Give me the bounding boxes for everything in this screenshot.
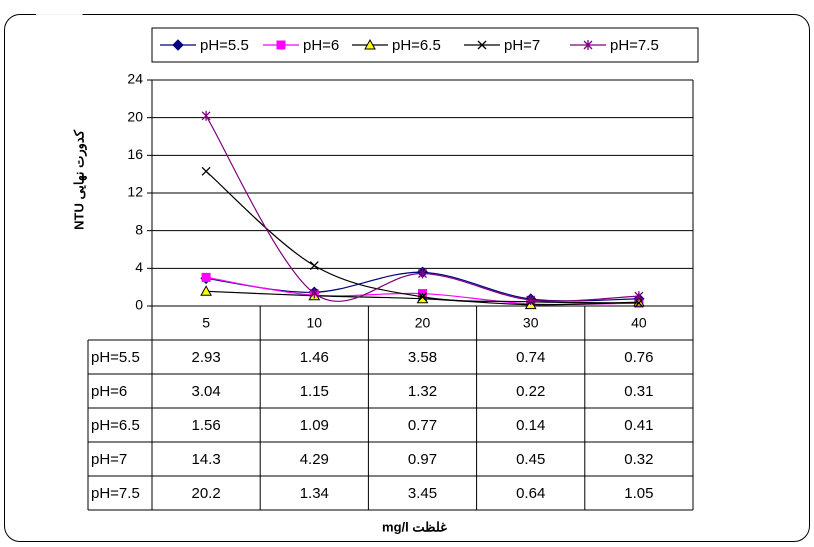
y-tick-label-0: 0 [135, 297, 143, 313]
legend-marker-pH=5.5 [172, 39, 184, 51]
table-row-name-pH=7: pH=7 [91, 451, 127, 468]
table-cell-pH=7.5-20: 3.45 [408, 485, 437, 502]
table-cell-pH=5.5-20: 3.58 [408, 349, 437, 366]
legend-label-pH=7: pH=7 [504, 37, 540, 54]
y-tick-label-24: 24 [127, 71, 143, 87]
y-tick-label-16: 16 [127, 146, 143, 162]
table-cell-pH=6.5-40: 0.41 [624, 417, 653, 434]
point-pH=6.5-5-shape [200, 285, 212, 296]
table-cell-pH=5.5-40: 0.76 [624, 349, 653, 366]
table-cell-pH=6-20: 1.32 [408, 383, 437, 400]
legend-marker-pH=6 [276, 40, 286, 50]
point-pH=7-10 [309, 261, 319, 271]
table-row-name-pH=6.5: pH=6.5 [91, 417, 140, 434]
table-cell-pH=6.5-5: 1.56 [191, 417, 220, 434]
x-axis-title: غلظت mg/l [382, 519, 447, 534]
point-pH=7.5-30-shape [526, 294, 536, 305]
legend-marker-pH=7-shape [477, 40, 487, 50]
point-pH=7.5-40 [634, 291, 644, 302]
table-cell-pH=6-30: 0.22 [516, 383, 545, 400]
point-pH=7.5-5 [201, 110, 211, 121]
x-tick-label-20: 20 [415, 315, 431, 331]
point-pH=6-5-shape [201, 272, 211, 282]
table-cell-pH=6.5-30: 0.14 [516, 417, 545, 434]
table-cell-pH=7-5: 14.3 [191, 451, 220, 468]
table-row-name-pH=7.5: pH=7.5 [91, 485, 140, 502]
table-cell-pH=7-10: 4.29 [300, 451, 329, 468]
chart-frame [4, 14, 810, 542]
point-pH=7.5-10-shape [309, 288, 319, 299]
y-tick-label-12: 12 [127, 184, 143, 200]
legend-marker-pH=6.5-shape [364, 38, 376, 50]
point-pH=7.5-40-shape [634, 291, 644, 302]
table-row-name-pH=5.5: pH=5.5 [91, 349, 140, 366]
point-pH=6.5-20 [416, 292, 429, 304]
x-tick-label-30: 30 [523, 315, 539, 331]
point-pH=7.5-30 [526, 294, 536, 305]
y-tick-label-20: 20 [127, 108, 143, 124]
table-cell-pH=6.5-10: 1.09 [300, 417, 329, 434]
table-row-name-pH=6: pH=6 [91, 383, 127, 400]
table-cell-pH=5.5-10: 1.46 [300, 349, 329, 366]
x-tick-label-40: 40 [631, 315, 647, 331]
point-pH=6.5-40-shape [633, 296, 645, 307]
legend-marker-pH=5.5-shape [172, 39, 184, 51]
table-cell-pH=7-40: 0.32 [624, 451, 653, 468]
point-pH=7.5-20 [418, 268, 427, 279]
table-cell-pH=5.5-5: 2.93 [191, 349, 220, 366]
legend-label-pH=6.5: pH=6.5 [392, 37, 441, 54]
table-cell-pH=7-20: 0.97 [408, 451, 437, 468]
legend-box [151, 27, 699, 63]
point-pH=6-5 [201, 272, 211, 282]
point-pH=7-40 [634, 298, 644, 308]
point-pH=6.5-20-shape [416, 292, 429, 304]
point-pH=7-10-shape [309, 261, 319, 271]
y-axis-title: کدورت نهایی NTU [71, 129, 87, 230]
legend-marker-pH=7 [477, 40, 487, 50]
x-tick-label-5: 5 [202, 315, 210, 331]
legend-marker-pH=7.5 [583, 40, 593, 50]
legend-marker-pH=6.5 [364, 38, 376, 50]
point-pH=7-20-shape [418, 292, 427, 302]
point-pH=7-20 [418, 292, 427, 302]
table-cell-pH=7.5-40: 1.05 [624, 485, 653, 502]
series-line-pH=7.5 [205, 115, 639, 302]
legend-label-pH=6: pH=6 [303, 37, 339, 54]
table-cell-pH=7.5-10: 1.34 [300, 485, 329, 502]
point-pH=7.5-20-shape [418, 268, 427, 279]
y-tick-label-8: 8 [135, 221, 143, 237]
table-cell-pH=7.5-30: 0.64 [516, 485, 545, 502]
point-pH=7.5-10 [309, 288, 319, 299]
point-pH=7-5-shape [201, 166, 211, 176]
point-pH=6.5-40 [633, 296, 645, 307]
y-tick-label-4: 4 [135, 259, 143, 275]
legend-label-pH=5.5: pH=5.5 [200, 37, 249, 54]
point-pH=6.5-5 [200, 285, 212, 296]
table-cell-pH=6-10: 1.15 [300, 383, 329, 400]
point-pH=7.5-5-shape [201, 110, 211, 121]
x-tick-label-10: 10 [307, 315, 323, 331]
table-cell-pH=7.5-5: 20.2 [191, 485, 220, 502]
point-pH=7-5 [201, 166, 211, 176]
point-pH=7-40-shape [634, 298, 644, 308]
legend-marker-pH=6-shape [276, 40, 286, 50]
table-cell-pH=6.5-20: 0.77 [408, 417, 437, 434]
table-cell-pH=5.5-30: 0.74 [516, 349, 545, 366]
table-cell-pH=6-40: 0.31 [624, 383, 653, 400]
table-cell-pH=7-30: 0.45 [516, 451, 545, 468]
legend-marker-pH=7.5-shape [583, 40, 593, 50]
table-cell-pH=6-5: 3.04 [191, 383, 220, 400]
legend-label-pH=7.5: pH=7.5 [610, 37, 659, 54]
